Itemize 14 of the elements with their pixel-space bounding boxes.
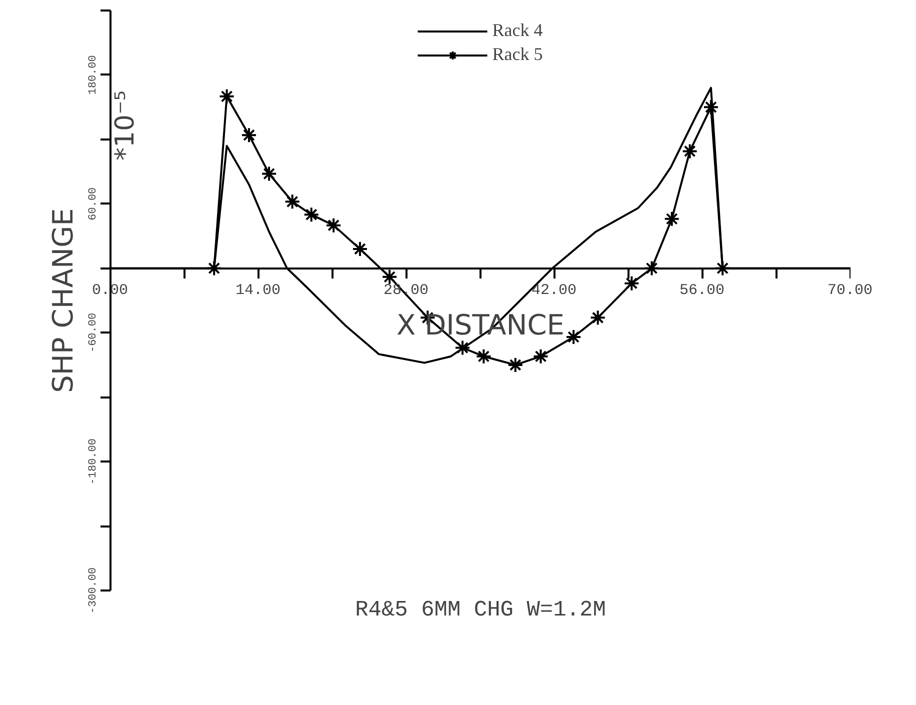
x-tick-label: 56.00 — [679, 282, 725, 299]
annotation: *10⁻⁵ — [110, 90, 140, 160]
y-tick-label: 180.00 — [88, 55, 100, 95]
legend-label: Rack 4 — [492, 20, 543, 41]
y-tick-label: -180.00 — [88, 438, 100, 485]
text: R4&5 6MM CHG W=1.2M — [355, 598, 606, 622]
y-tick-label: -60.00 — [88, 312, 100, 353]
y-axis-title: SHP CHANGE — [46, 208, 80, 393]
legend-label: Rack 5 — [492, 44, 543, 65]
y-tick-label: 60.00 — [88, 187, 100, 220]
y-tick-label: -300.00 — [88, 567, 100, 614]
x-tick-label: 70.00 — [827, 282, 873, 299]
x-tick-label: 42.00 — [531, 282, 577, 299]
x-tick-label: 14.00 — [235, 282, 281, 299]
